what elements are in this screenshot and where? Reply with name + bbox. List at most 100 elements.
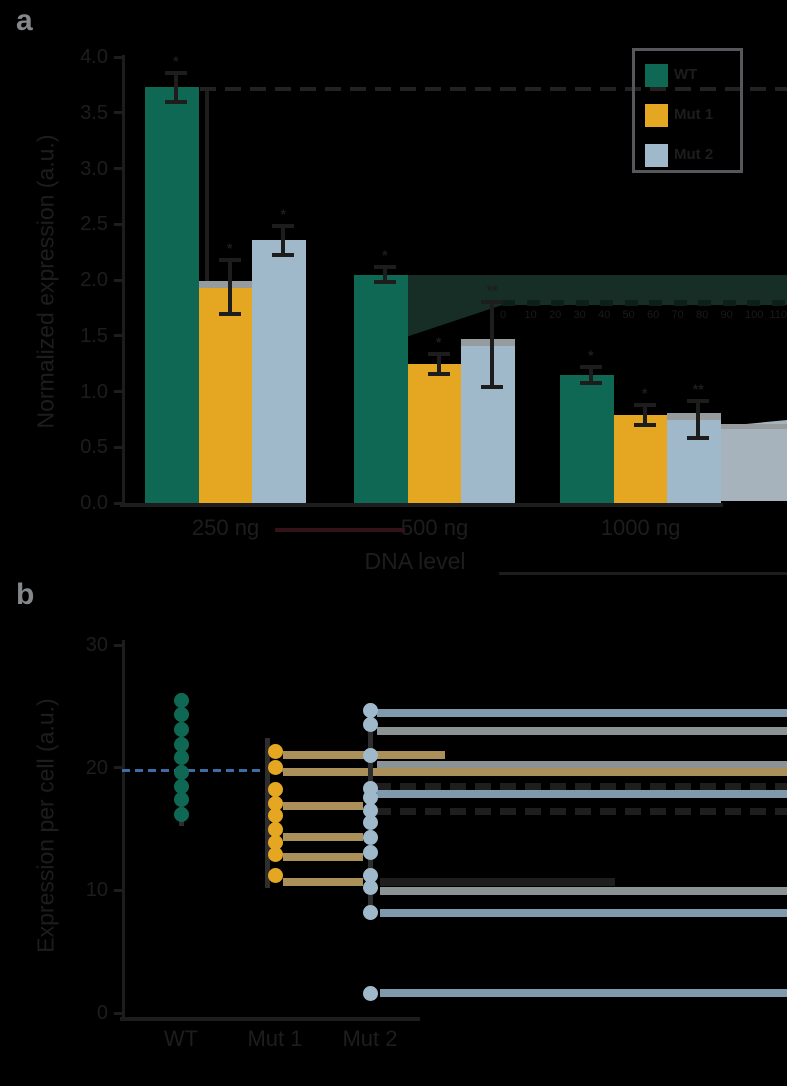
dot-mut1 [267,834,283,850]
panel-a-inset-tick-mark [673,300,687,306]
panel-a-inset-tick-label: 40 [598,309,611,321]
dot-mut2 [362,844,378,860]
error-cap-top [579,365,602,370]
dot-wt [173,707,189,723]
panel-b-leader-line [380,989,787,997]
error-cap-bottom [687,436,710,441]
panel-a-inset-tick-label: 80 [696,309,709,321]
sig-marker: * [280,205,286,222]
panel-b-x-axis [120,1017,420,1021]
panel-a-inset-tick-label: 110 [769,309,787,321]
panel-b-leader-line [283,853,363,861]
panel-a-y-tick [114,167,122,170]
dot-mut1 [267,782,283,798]
legend-swatch-wt [645,64,668,87]
panel-b-y-tick-label: 20 [85,756,108,779]
error-cap-top [272,223,295,228]
panel-b-y-tick-label: 30 [85,634,108,656]
sig-marker: ** [692,380,704,397]
panel-a-inset-tick-label: 70 [671,309,684,321]
panel-a-y-axis [122,55,125,506]
dot-wt [173,806,189,822]
panel-b-x-category: WT [163,1026,199,1051]
panel-a-inset-tick-label: 0 [500,309,507,321]
error-cap-bottom [218,311,241,316]
panel-b-y-tick [114,643,122,647]
dot-mut2 [362,904,378,920]
panel-a-inset-tick-mark [575,300,589,306]
panel-b-letter: b [16,578,35,611]
dot-mut1 [267,744,283,760]
panel-a-inset-tick-mark [698,300,711,306]
dot-mut2 [362,868,378,884]
error-whisker [281,225,286,255]
bar-mut2-g2 [461,344,516,503]
panel-a-y-tick-label: 3.5 [80,101,108,124]
dot-wt [173,750,189,766]
panel-b-y-tick [114,1011,122,1015]
panel-a-inset-tick-label: 20 [549,309,562,321]
panel-a-y-tick-label: 1.0 [80,380,108,403]
panel-a-green-cone [406,305,502,337]
panel-a-y-tick [114,390,122,393]
panel-b-leader-line [380,887,787,895]
sig-marker: * [226,240,233,257]
error-whisker [490,302,495,388]
error-cap-bottom [579,380,602,385]
panel-a-x-category: 1000 ng [600,515,681,540]
panel-a-blue-cone-cap [720,424,787,429]
bar-mut1-g2 [407,363,462,503]
panel-a-inset-tick-label: 50 [622,309,635,321]
panel-b-y-axis [122,640,125,1021]
panel-a-letter: a [16,4,33,37]
dot-mut2 [362,985,378,1001]
dot-mut2 [362,880,378,896]
dot-wt [173,692,189,708]
panel-b-leader-line [283,768,787,776]
panel-a-inset-tick-label: 60 [647,309,660,321]
panel-a-inset-tick-mark [747,300,760,306]
panel-a-inset-tick-mark [526,300,540,306]
panel-a-y-tick-label: 0.0 [80,492,108,514]
panel-a-maroon-line [275,528,405,532]
legend-label: Mut 2 [674,146,714,163]
dot-mut1 [267,795,283,811]
error-cap-top [373,264,396,269]
panel-b-leader-line [377,790,787,798]
error-whisker [642,404,647,425]
bar-gray-cap [461,338,516,346]
sig-marker: * [588,347,594,364]
error-whisker [588,367,593,383]
bar-mut1-g3 [613,414,668,503]
panel-a-y-tick-label: 2.0 [80,269,108,291]
panel-b-x-category: Mut 2 [342,1026,398,1051]
error-cap-top [687,398,710,403]
panel-b-leader-line [375,807,787,815]
error-cap-bottom [481,385,504,390]
dot-mut1 [267,760,283,776]
dot-mut2 [362,702,378,718]
panel-b-y-tick [114,766,122,770]
error-whisker [696,400,701,439]
dot-wt [173,722,189,738]
error-cap-bottom [373,280,396,285]
panel-a-y-tick [114,445,122,449]
panel-b-y-tick [114,888,122,892]
dot-wt [173,765,189,781]
dot-mut2 [362,803,378,819]
bar-wt-g2 [354,274,408,503]
error-whisker [227,260,232,314]
panel-b-y-tick-label: 10 [85,879,108,902]
panel-b-leader-line [380,878,615,886]
error-cap-top [633,402,656,407]
legend-label: Mut 1 [674,106,714,123]
legend-swatch-mut2 [645,144,668,167]
panel-a-y-tick-label: 4.0 [80,46,108,68]
panel-a-y-tick-label: 1.5 [80,324,108,347]
error-cap-bottom [164,99,187,104]
bar-mut2-g3 [667,419,722,503]
dot-wt [173,778,189,794]
panel-a-legend-box [632,48,743,173]
error-cap-bottom [427,371,450,376]
dot-mut2 [362,830,378,846]
